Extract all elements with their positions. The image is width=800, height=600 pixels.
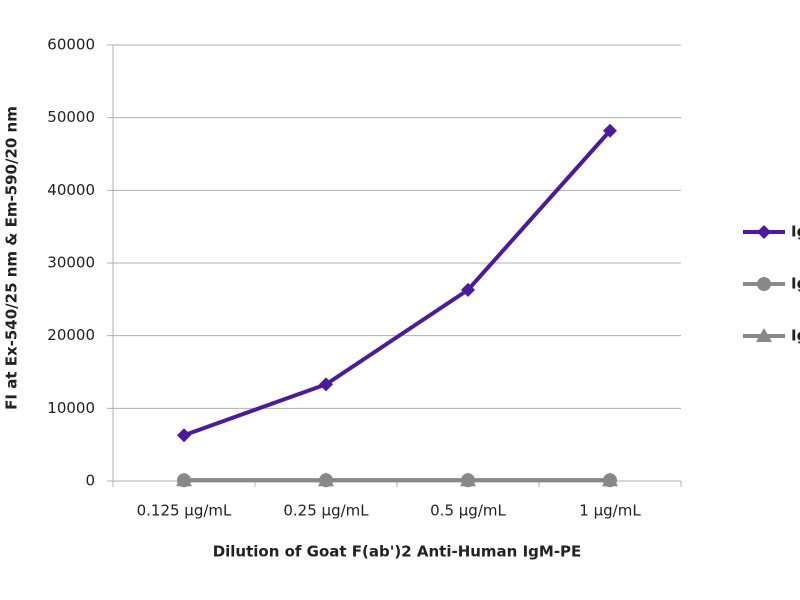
y-tick-label: 20000: [47, 326, 95, 344]
y-tick-label: 10000: [47, 399, 95, 417]
y-tick-label: 30000: [47, 254, 95, 272]
legend-label: IgG: [791, 275, 800, 293]
y-axis-title: FI at Ex-540/25 nm & Em-590/20 nm: [3, 106, 21, 410]
y-tick-label: 40000: [47, 181, 95, 199]
legend-marker: [757, 225, 771, 239]
x-axis-title: Dilution of Goat F(ab')2 Anti-Human IgM-…: [213, 543, 582, 561]
x-tick-label: 0.125 µg/mL: [137, 502, 232, 520]
data-point: [177, 428, 191, 443]
data-point: [318, 472, 334, 487]
data-point: [319, 377, 333, 392]
data-point: [602, 472, 618, 487]
data-point: [460, 472, 476, 487]
x-tick-label: 1 µg/mL: [579, 502, 641, 520]
legend-marker: [757, 277, 771, 291]
x-tick-label: 0.25 µg/mL: [283, 502, 369, 520]
data-point: [461, 282, 475, 297]
x-tick-label: 0.5 µg/mL: [430, 502, 506, 520]
legend-marker: [756, 328, 772, 342]
data-point: [176, 472, 192, 487]
y-tick-label: 60000: [47, 36, 95, 54]
legend-label: IgA: [791, 327, 800, 345]
y-tick-label: 0: [85, 472, 95, 490]
y-tick-label: 50000: [47, 108, 95, 126]
series-line: [183, 129, 612, 438]
legend-label: IgM: [791, 223, 800, 241]
data-point: [603, 123, 617, 138]
